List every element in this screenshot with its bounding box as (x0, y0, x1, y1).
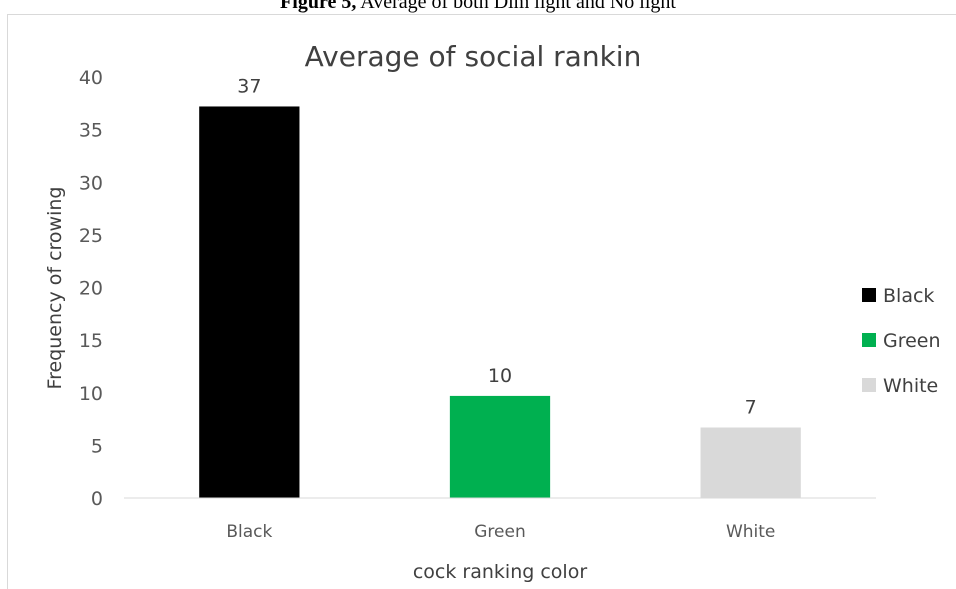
y-tick-label: 30 (79, 172, 103, 194)
y-tick-label: 15 (79, 330, 103, 352)
figure-caption: Figure 5, Average of both Dim light and … (0, 0, 956, 14)
x-tick-label: Green (474, 522, 525, 542)
bar-black (199, 106, 300, 498)
y-tick-label: 0 (91, 488, 103, 510)
legend: Black Green White (862, 285, 941, 397)
bar-green (449, 395, 551, 498)
chart-frame (7, 14, 956, 589)
y-tick-label: 35 (79, 120, 103, 142)
y-tick-label: 20 (79, 278, 103, 300)
legend-swatch-green (862, 333, 876, 347)
data-label: 37 (237, 75, 261, 97)
legend-label: Green (883, 330, 941, 352)
figure-caption-label: Figure 5, (280, 0, 357, 13)
x-axis-label: cock ranking color (413, 561, 587, 583)
data-label: 7 (745, 396, 757, 418)
y-axis-label: Frequency of crowing (44, 187, 66, 390)
y-tick-label: 5 (91, 435, 103, 457)
figure-caption-text: Average of both Dim light and No light (360, 0, 676, 13)
chart-title: Average of social rankin (305, 40, 642, 73)
y-tick-label: 40 (79, 67, 103, 89)
y-tick-label: 25 (79, 225, 103, 247)
legend-label: White (883, 375, 938, 397)
x-tick-label: White (726, 522, 775, 542)
legend-swatch-black (862, 288, 876, 302)
bar-white (700, 427, 801, 498)
y-tick-label: 10 (79, 383, 103, 405)
data-label: 10 (488, 365, 512, 387)
legend-label: Black (883, 285, 934, 307)
x-tick-label: Black (226, 522, 272, 542)
legend-swatch-white (862, 378, 876, 392)
